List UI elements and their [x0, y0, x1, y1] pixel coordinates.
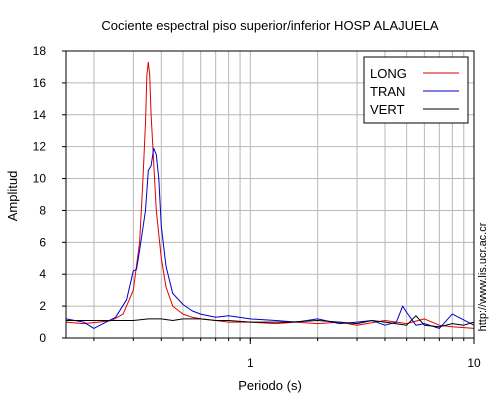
- x-tick-label: 10: [467, 356, 481, 370]
- y-tick-label: 16: [33, 76, 47, 90]
- y-tick-label: 8: [39, 203, 46, 217]
- y-tick-label: 10: [33, 172, 47, 186]
- y-tick-label: 14: [33, 108, 47, 122]
- y-tick-label: 4: [39, 267, 46, 281]
- y-axis-label: Amplitud: [5, 171, 20, 222]
- y-tick-label: 18: [33, 44, 47, 58]
- chart-title: Cociente espectral piso superior/inferio…: [101, 18, 439, 33]
- legend-label-vert: VERT: [370, 102, 404, 117]
- series-line-vert: [66, 315, 475, 328]
- legend-label-tran: TRAN: [370, 84, 405, 99]
- series-line-tran: [65, 147, 475, 329]
- legend-box: [363, 56, 469, 124]
- x-tick-label: 1: [247, 356, 254, 370]
- website-annotation: http://www.lis.ucr.ac.cr: [477, 222, 489, 331]
- series-layer: [65, 61, 475, 329]
- series-line-long: [65, 61, 475, 329]
- x-axis-label: Periodo (s): [238, 378, 302, 393]
- y-tick-label: 6: [39, 235, 46, 249]
- y-tick-label: 0: [39, 331, 46, 345]
- legend-label-long: LONG: [370, 66, 407, 81]
- legend: LONG TRAN VERT: [363, 56, 469, 124]
- y-tick-label: 2: [39, 299, 46, 313]
- plot-frame: [65, 50, 475, 339]
- ticks: 0 2 4 6 8 10 12 14 16 18 1 10: [33, 44, 481, 370]
- y-tick-label: 12: [33, 140, 47, 154]
